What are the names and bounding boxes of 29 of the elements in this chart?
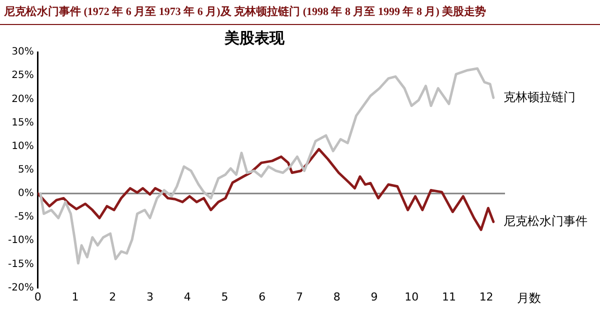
x-axis-title: 月数 (517, 291, 541, 306)
x-tick-label: 6 (258, 290, 266, 304)
x-tick-label: 9 (370, 290, 378, 304)
y-tick-label: 20% (12, 94, 34, 105)
y-tick-label: 10% (12, 140, 34, 152)
x-tick-label: 10 (404, 290, 419, 304)
y-tick-label: 15% (12, 117, 34, 128)
y-tick-label: -5% (14, 212, 34, 223)
x-tick-label: 1 (72, 290, 79, 304)
series-label: 克林顿拉链门 (503, 90, 576, 104)
y-tick-label: 5% (18, 164, 34, 176)
x-tick-label: 5 (221, 290, 228, 304)
x-tick-label: 4 (184, 290, 191, 304)
y-tick-label: 30% (12, 46, 34, 58)
y-tick-label: -10% (8, 235, 34, 246)
chart-subtitle: 尼克松水门事件 (1972 年 6 月至 1973 年 6 月)及 克林顿拉链门 (1998 年 8 月至 1999 年 8 月) 美股走势 (4, 4, 486, 19)
series-label: 尼克松水门事件 (503, 214, 588, 228)
y-tick-label: -20% (8, 282, 34, 294)
x-tick-label: 12 (479, 290, 494, 304)
x-tick-label: 2 (109, 290, 116, 304)
y-tick-label: -15% (8, 258, 34, 270)
x-tick-label: 7 (296, 290, 303, 304)
chart-title: 美股表现 (224, 28, 286, 47)
x-tick-label: 0 (34, 290, 42, 304)
x-tick-label: 8 (333, 290, 340, 304)
y-tick-label: 25% (12, 70, 34, 82)
x-tick-label: 3 (146, 290, 154, 304)
x-tick-label: 11 (442, 290, 456, 304)
y-tick-label: 0% (18, 188, 34, 200)
